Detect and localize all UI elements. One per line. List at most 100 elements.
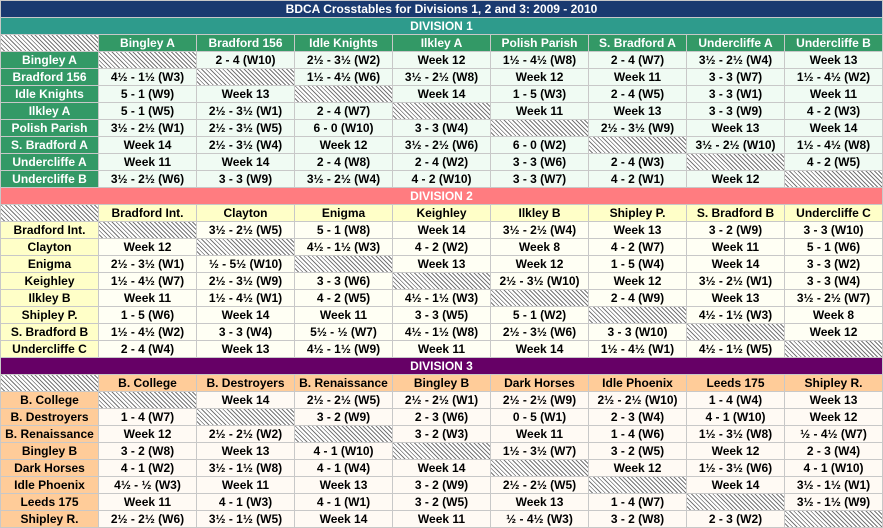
result-cell: 3½ - 1½ (W8) — [197, 460, 294, 476]
result-cell: 2½ - 3½ (W10) — [491, 273, 588, 289]
result-cell: Week 14 — [393, 222, 490, 238]
result-cell: Week 12 — [785, 324, 882, 340]
row-header: Undercliffe B — [1, 171, 98, 187]
result-cell: Week 13 — [197, 443, 294, 459]
row-header: Ilkley B — [1, 290, 98, 306]
team-row: B. Renaissance Week 12 2½ - 2½ (W2) 3 - 2 (… — [1, 426, 882, 442]
column-header: S. Bradford A — [589, 35, 686, 51]
column-header: B. Renaissance — [295, 375, 392, 391]
row-header: Bradford 156 — [1, 69, 98, 85]
result-cell: Week 11 — [99, 494, 196, 510]
result-cell: 6 - 0 (W2) — [491, 137, 588, 153]
row-header: S. Bradford A — [1, 137, 98, 153]
result-cell: 5 - 1 (W9) — [99, 86, 196, 102]
division-title: DIVISION 2 — [1, 188, 882, 204]
result-cell: Week 11 — [687, 239, 784, 255]
blank-cell — [295, 86, 392, 102]
result-cell: 1 - 4 (W6) — [589, 426, 686, 442]
result-cell: 3 - 3 (W4) — [393, 120, 490, 136]
row-header: S. Bradford B — [1, 324, 98, 340]
result-cell: 3 - 3 (W10) — [785, 222, 882, 238]
result-cell: 4 - 2 (W10) — [393, 171, 490, 187]
result-cell: 3 - 3 (W6) — [491, 154, 588, 170]
row-header: Leeds 175 — [1, 494, 98, 510]
result-cell: 3½ - 2½ (W6) — [393, 137, 490, 153]
result-cell: 2 - 4 (W8) — [295, 154, 392, 170]
result-cell: 3 - 3 (W7) — [491, 171, 588, 187]
result-cell: 3 - 3 (W4) — [785, 273, 882, 289]
blank-cell — [785, 511, 882, 527]
result-cell: Week 12 — [393, 52, 490, 68]
result-cell: Week 13 — [295, 477, 392, 493]
result-cell: 3 - 3 (W1) — [687, 86, 784, 102]
team-row: Undercliffe A Week 11 Week 14 2 - 4 (W8) 2 -… — [1, 154, 882, 170]
result-cell: 0 - 5 (W1) — [491, 409, 588, 425]
blank-cell — [589, 137, 686, 153]
team-row: Shipley P. 1 - 5 (W6) Week 14 Week 11 3 - 3 … — [1, 307, 882, 323]
blank-cell — [491, 290, 588, 306]
row-header: B. Destroyers — [1, 409, 98, 425]
row-header: B. Renaissance — [1, 426, 98, 442]
result-cell: Week 14 — [99, 137, 196, 153]
result-cell: 6 - 0 (W10) — [295, 120, 392, 136]
result-cell: 4 - 1 (W2) — [99, 460, 196, 476]
team-row: Bradford Int. 3½ - 2½ (W5) 5 - 1 (W8) Week … — [1, 222, 882, 238]
result-cell: Week 11 — [785, 86, 882, 102]
result-cell: 1½ - 4½ (W7) — [99, 273, 196, 289]
blank-cell — [295, 426, 392, 442]
row-header: Shipley R. — [1, 511, 98, 527]
column-header: Bradford Int. — [99, 205, 196, 221]
result-cell: Week 13 — [785, 52, 882, 68]
result-cell: Week 11 — [589, 69, 686, 85]
result-cell: 5 - 1 (W6) — [785, 239, 882, 255]
team-row: S. Bradford A Week 14 2½ - 3½ (W4) Week 12 3… — [1, 137, 882, 153]
division-row: DIVISION 2 — [1, 188, 882, 204]
result-cell: Week 12 — [589, 273, 686, 289]
result-cell: 2½ - 2½ (W6) — [99, 511, 196, 527]
team-row: Shipley R. 2½ - 2½ (W6) 3½ - 1½ (W5) Week 1… — [1, 511, 882, 527]
column-header: B. College — [99, 375, 196, 391]
result-cell: 3 - 3 (W6) — [295, 273, 392, 289]
result-cell: Week 13 — [197, 341, 294, 357]
column-header: Shipley R. — [785, 375, 882, 391]
blank-cell — [785, 341, 882, 357]
team-row: Keighley 1½ - 4½ (W7) 2½ - 3½ (W9) 3 - 3 (W… — [1, 273, 882, 289]
result-cell: 1 - 5 (W6) — [99, 307, 196, 323]
result-cell: 3 - 2 (W8) — [589, 511, 686, 527]
result-cell: 3½ - 1½ (W5) — [197, 511, 294, 527]
result-cell: ½ - 4½ (W7) — [785, 426, 882, 442]
division-row: DIVISION 3 — [1, 358, 882, 374]
result-cell: 2 - 4 (W10) — [197, 52, 294, 68]
row-header: Dark Horses — [1, 460, 98, 476]
blank-cell — [197, 409, 294, 425]
result-cell: 3 - 2 (W8) — [99, 443, 196, 459]
column-header: Leeds 175 — [687, 375, 784, 391]
result-cell: 1 - 4 (W7) — [99, 409, 196, 425]
title-row: BDCA Crosstables for Divisions 1, 2 and … — [1, 1, 882, 17]
row-header: Polish Parish — [1, 120, 98, 136]
result-cell: 4½ - 1½ (W3) — [687, 307, 784, 323]
result-cell: 3½ - 2½ (W8) — [393, 69, 490, 85]
blank-cell — [99, 222, 196, 238]
row-header: Keighley — [1, 273, 98, 289]
result-cell: 3 - 2 (W3) — [393, 426, 490, 442]
result-cell: 4 - 2 (W3) — [785, 103, 882, 119]
result-cell: Week 13 — [589, 222, 686, 238]
result-cell: 1½ - 4½ (W8) — [491, 52, 588, 68]
column-header: S. Bradford B — [687, 205, 784, 221]
blank-cell — [491, 460, 588, 476]
team-row: Bradford 156 4½ - 1½ (W3) 1½ - 4½ (W6) 3½ -… — [1, 69, 882, 85]
title: BDCA Crosstables for Divisions 1, 2 and … — [1, 1, 882, 17]
blank-cell — [99, 392, 196, 408]
result-cell: 2 - 4 (W7) — [589, 52, 686, 68]
row-header: Shipley P. — [1, 307, 98, 323]
result-cell: Week 12 — [687, 443, 784, 459]
result-cell: Week 14 — [785, 120, 882, 136]
result-cell: 5 - 1 (W2) — [491, 307, 588, 323]
result-cell: 2½ - 3½ (W4) — [197, 137, 294, 153]
result-cell: 3½ - 2½ (W5) — [197, 222, 294, 238]
result-cell: 2½ - 2½ (W9) — [491, 392, 588, 408]
result-cell: 4 - 2 (W1) — [589, 171, 686, 187]
